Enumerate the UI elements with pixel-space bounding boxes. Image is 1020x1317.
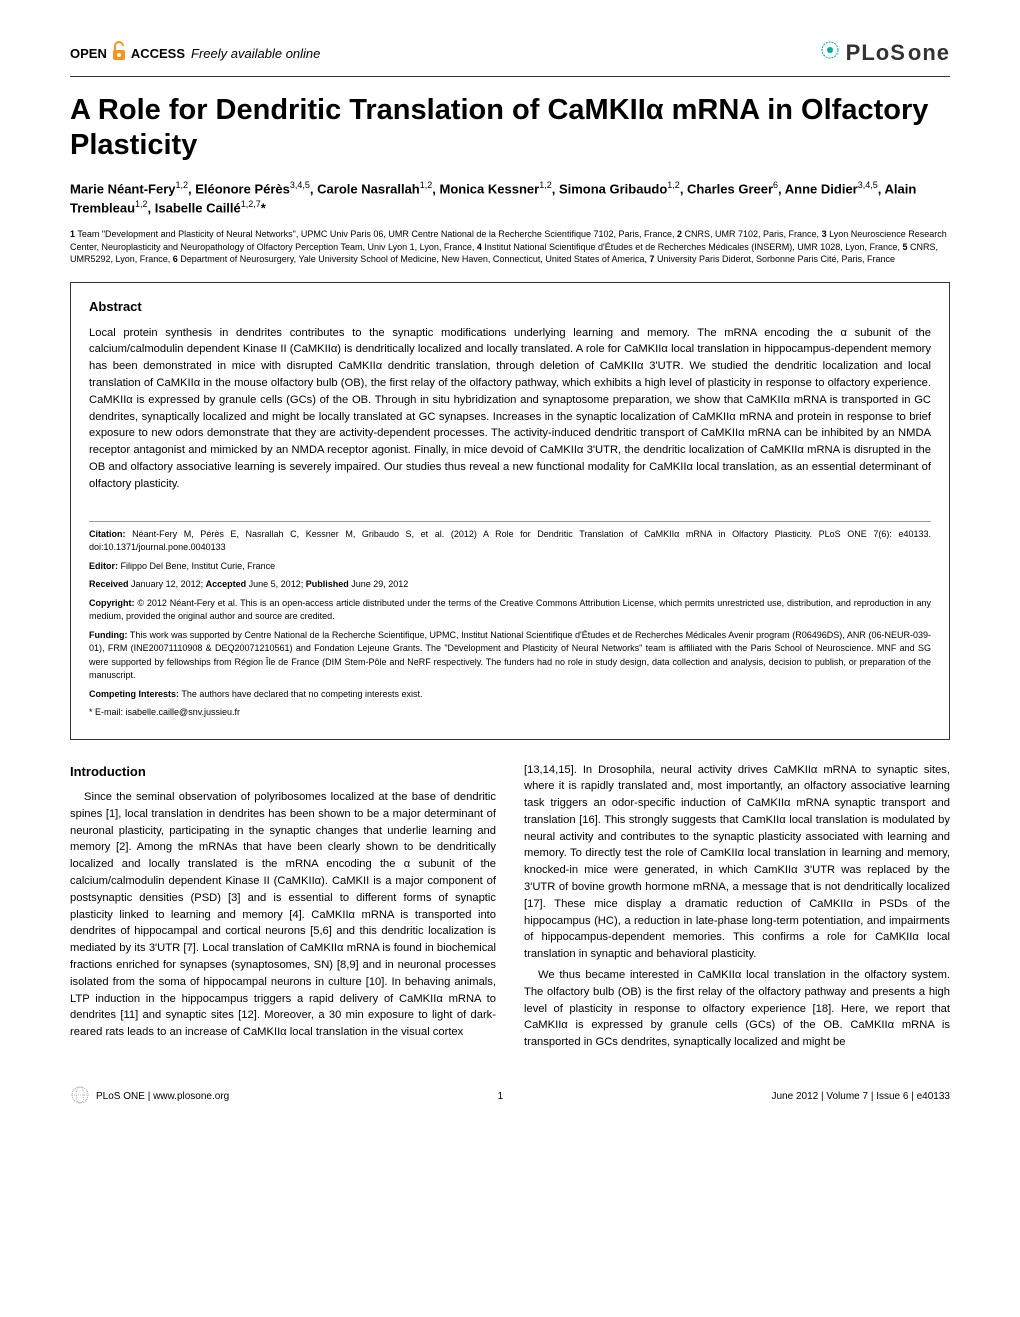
authors-list: Marie Néant-Fery1,2, Eléonore Pérès3,4,5… bbox=[70, 179, 950, 219]
email-text: isabelle.caille@snv.jussieu.fr bbox=[126, 707, 241, 717]
open-access-badge: OPEN ACCESS Freely available online bbox=[70, 41, 320, 66]
abstract-text: Local protein synthesis in dendrites con… bbox=[89, 325, 931, 493]
copyright-label: Copyright: bbox=[89, 598, 135, 608]
footer-left: PLoS ONE | www.plosone.org bbox=[70, 1085, 229, 1108]
header-row: OPEN ACCESS Freely available online PLoS… bbox=[70, 40, 950, 66]
funding-label: Funding: bbox=[89, 630, 127, 640]
email-label: * E-mail: bbox=[89, 707, 123, 717]
abstract-heading: Abstract bbox=[89, 297, 931, 317]
received-label: Received bbox=[89, 579, 129, 589]
funding-row: Funding: This work was supported by Cent… bbox=[89, 629, 931, 683]
footer-left-text: PLoS ONE | www.plosone.org bbox=[96, 1091, 229, 1102]
footer-page-number: 1 bbox=[498, 1091, 504, 1102]
access-text: ACCESS bbox=[131, 46, 185, 61]
citation-label: Citation: bbox=[89, 529, 126, 539]
citation-text: Néant-Fery M, Pérès E, Nasrallah C, Kess… bbox=[89, 529, 931, 553]
copyright-text: © 2012 Néant-Fery et al. This is an open… bbox=[89, 598, 931, 622]
article-title: A Role for Dendritic Translation of CaMK… bbox=[70, 93, 950, 163]
globe-icon bbox=[70, 1085, 90, 1108]
competing-row: Competing Interests: The authors have de… bbox=[89, 688, 931, 702]
plos-text: PLoS bbox=[846, 40, 906, 66]
accepted-text: June 5, 2012; bbox=[249, 579, 304, 589]
footer-right-text: June 2012 | Volume 7 | Issue 6 | e40133 bbox=[772, 1091, 950, 1102]
intro-paragraph-2: [13,14,15]. In Drosophila, neural activi… bbox=[524, 762, 950, 964]
published-label: Published bbox=[306, 579, 349, 589]
competing-label: Competing Interests: bbox=[89, 689, 179, 699]
citation-row: Citation: Néant-Fery M, Pérès E, Nasrall… bbox=[89, 528, 931, 555]
freely-text: Freely available online bbox=[191, 46, 320, 61]
dates-row: Received January 12, 2012; Accepted June… bbox=[89, 578, 931, 592]
email-row: * E-mail: isabelle.caille@snv.jussieu.fr bbox=[89, 706, 931, 720]
copyright-row: Copyright: © 2012 Néant-Fery et al. This… bbox=[89, 597, 931, 624]
column-right: [13,14,15]. In Drosophila, neural activi… bbox=[524, 762, 950, 1056]
introduction-heading: Introduction bbox=[70, 762, 496, 782]
intro-paragraph-3: We thus became interested in CaMKIIα loc… bbox=[524, 967, 950, 1051]
editor-label: Editor: bbox=[89, 561, 118, 571]
funding-text: This work was supported by Centre Nation… bbox=[89, 630, 931, 681]
open-access-icon bbox=[111, 41, 127, 66]
editor-text: Filippo Del Bene, Institut Curie, France bbox=[121, 561, 276, 571]
published-text: June 29, 2012 bbox=[351, 579, 408, 589]
editor-row: Editor: Filippo Del Bene, Institut Curie… bbox=[89, 560, 931, 574]
meta-block: Citation: Néant-Fery M, Pérès E, Nasrall… bbox=[89, 507, 931, 720]
received-text: January 12, 2012; bbox=[131, 579, 203, 589]
footer: PLoS ONE | www.plosone.org 1 June 2012 |… bbox=[70, 1085, 950, 1108]
body-columns: Introduction Since the seminal observati… bbox=[70, 762, 950, 1056]
accepted-label: Accepted bbox=[206, 579, 247, 589]
one-text: one bbox=[908, 40, 950, 66]
abstract-box: Abstract Local protein synthesis in dend… bbox=[70, 282, 950, 739]
open-text: OPEN bbox=[70, 46, 107, 61]
competing-text: The authors have declared that no compet… bbox=[181, 689, 422, 699]
compass-icon bbox=[820, 40, 840, 66]
affiliations: 1 Team "Development and Plasticity of Ne… bbox=[70, 228, 950, 266]
page-container: OPEN ACCESS Freely available online PLoS… bbox=[0, 0, 1020, 1138]
intro-paragraph-1: Since the seminal observation of polyrib… bbox=[70, 789, 496, 1041]
plos-one-logo: PLoS one bbox=[820, 40, 950, 66]
column-left: Introduction Since the seminal observati… bbox=[70, 762, 496, 1056]
header-rule bbox=[70, 76, 950, 77]
